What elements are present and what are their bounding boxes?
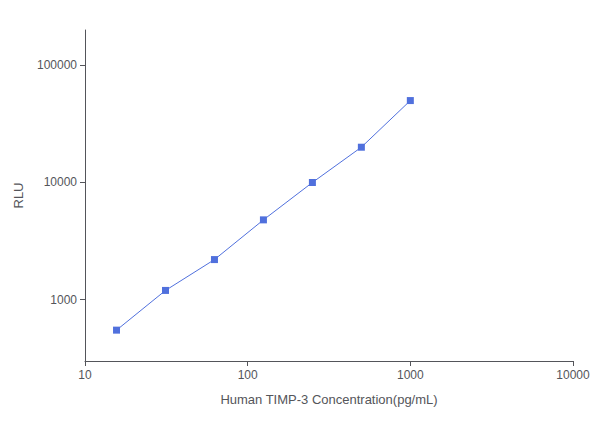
svg-text:10: 10: [78, 368, 92, 382]
svg-text:Human TIMP-3 Concentration(pg/: Human TIMP-3 Concentration(pg/mL): [220, 392, 437, 407]
svg-text:100: 100: [238, 368, 258, 382]
svg-text:100000: 100000: [37, 58, 77, 72]
svg-text:RLU: RLU: [11, 182, 26, 208]
svg-text:10000: 10000: [44, 175, 78, 189]
svg-text:1000: 1000: [397, 368, 424, 382]
svg-text:1000: 1000: [50, 293, 77, 307]
svg-text:10000: 10000: [556, 368, 590, 382]
